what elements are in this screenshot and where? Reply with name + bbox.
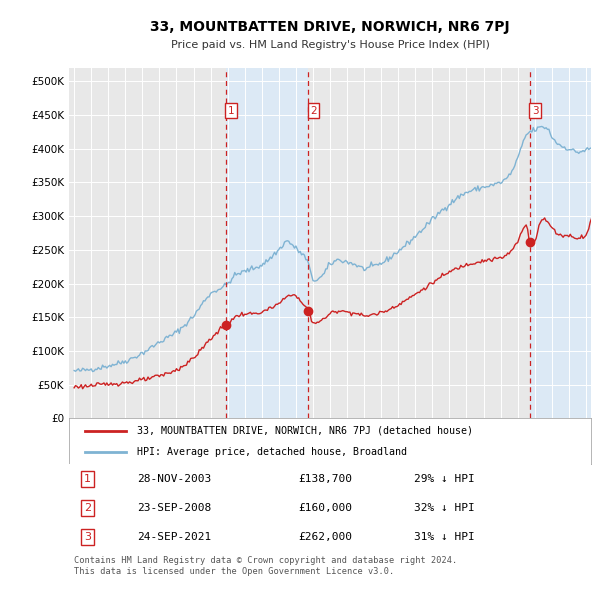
Text: £160,000: £160,000: [299, 503, 353, 513]
Bar: [530, 68, 591, 418]
Text: 2: 2: [84, 503, 91, 513]
Text: Price paid vs. HM Land Registry's House Price Index (HPI): Price paid vs. HM Land Registry's House …: [170, 40, 490, 50]
Text: Contains HM Land Registry data © Crown copyright and database right 2024.
This d: Contains HM Land Registry data © Crown c…: [74, 556, 457, 576]
Text: 29% ↓ HPI: 29% ↓ HPI: [413, 474, 474, 484]
Text: £138,700: £138,700: [299, 474, 353, 484]
Text: 28-NOV-2003: 28-NOV-2003: [137, 474, 211, 484]
Text: 33, MOUNTBATTEN DRIVE, NORWICH, NR6 7PJ (detached house): 33, MOUNTBATTEN DRIVE, NORWICH, NR6 7PJ …: [137, 426, 473, 436]
Text: 1: 1: [228, 106, 235, 116]
Text: HPI: Average price, detached house, Broadland: HPI: Average price, detached house, Broa…: [137, 447, 407, 457]
Text: 3: 3: [532, 106, 539, 116]
Text: 2: 2: [310, 106, 317, 116]
Text: £262,000: £262,000: [299, 532, 353, 542]
Text: 24-SEP-2021: 24-SEP-2021: [137, 532, 211, 542]
Text: 33, MOUNTBATTEN DRIVE, NORWICH, NR6 7PJ: 33, MOUNTBATTEN DRIVE, NORWICH, NR6 7PJ: [150, 19, 510, 34]
Text: 31% ↓ HPI: 31% ↓ HPI: [413, 532, 474, 542]
Text: 3: 3: [84, 532, 91, 542]
Bar: [226, 68, 308, 418]
Text: 1: 1: [84, 474, 91, 484]
Text: 32% ↓ HPI: 32% ↓ HPI: [413, 503, 474, 513]
Text: 23-SEP-2008: 23-SEP-2008: [137, 503, 211, 513]
